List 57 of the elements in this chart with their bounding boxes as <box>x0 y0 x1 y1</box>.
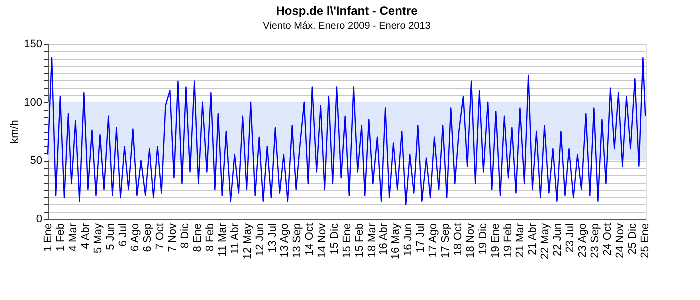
y-axis-title: km/h <box>9 120 22 144</box>
x-tick-label: 13 Ago <box>279 224 292 258</box>
x-tick-label: 13 Sep <box>292 224 304 258</box>
x-tick-label: 21 Mar <box>514 223 527 258</box>
x-tick-label: 4 Abr <box>80 223 92 250</box>
x-tick-label: 12 Jun <box>254 224 266 257</box>
y-tick-label: 50 <box>30 155 42 168</box>
x-tick-label: 23 Jul <box>564 224 577 253</box>
x-tick-label: 16 Abr <box>378 223 390 256</box>
x-tick-label: 4 Mar <box>67 223 80 252</box>
x-tick-label: 21 Abr <box>527 223 540 256</box>
x-tick-label: 6 Jul <box>117 224 130 247</box>
x-tick-label: 18 Nov <box>464 223 477 258</box>
x-tick-label: 11 Abr <box>229 223 242 254</box>
chart-subtitle: Viento Máx. Enero 2009 - Enero 2013 <box>263 21 432 32</box>
x-tick-label: 22 Jun <box>552 224 564 257</box>
x-tick-label: 23 Sep <box>589 224 602 258</box>
x-tick-label: 17 Sep <box>440 224 452 258</box>
y-tick-label: 0 <box>36 214 42 226</box>
x-tick-label: 15 Dic <box>329 223 342 255</box>
x-tick-label: 23 Ago <box>577 224 590 258</box>
x-tick-label: 25 Dic <box>626 223 639 255</box>
x-tick-label: 25 Ene <box>639 224 652 258</box>
x-tick-label: 1 Ene <box>42 224 54 252</box>
x-tick-label: 18 Oct <box>452 224 464 256</box>
x-tick-label: 16 Jun <box>402 224 415 257</box>
x-tick-label: 1 Feb <box>54 224 67 252</box>
y-tick-label: 150 <box>24 38 42 50</box>
x-tick-label: 24 Oct <box>602 224 614 256</box>
x-tick-label: 12 May <box>242 223 254 260</box>
x-tick-label: 18 Mar <box>366 223 378 258</box>
x-tick-label: 24 Nov <box>614 223 626 258</box>
line-series <box>47 57 646 206</box>
x-tick-label: 13 Jul <box>266 224 279 253</box>
x-tick-label: 8 Feb <box>204 224 216 252</box>
x-tick-label: 22 May <box>540 223 552 260</box>
x-tick-label: 17 Ago <box>428 224 440 258</box>
x-tick-label: 14 Oct <box>304 224 316 256</box>
x-tick-label: 19 Feb <box>502 224 514 258</box>
x-tick-label: 19 Ene <box>490 224 502 258</box>
y-tick-label: 100 <box>24 96 42 109</box>
x-tick-label: 5 Jun <box>104 224 117 250</box>
x-tick-label: 5 May <box>92 223 104 254</box>
x-tick-label: 15 Ene <box>342 224 354 258</box>
x-tick-label: 8 Dic <box>180 223 192 249</box>
x-tick-label: 6 Ago <box>130 224 142 252</box>
x-tick-label: 14 Nov <box>316 223 329 258</box>
x-tick-label: 6 Sep <box>142 224 154 252</box>
x-tick-label: 11 Mar <box>216 223 229 257</box>
x-tick-label: 7 Nov <box>167 223 180 252</box>
x-tick-label: 16 May <box>390 223 402 260</box>
x-tick-label: 8 Ene <box>192 224 204 252</box>
x-tick-label: 15 Feb <box>354 224 366 258</box>
x-tick-label: 7 Oct <box>154 224 167 250</box>
x-tick-label: 19 Dic <box>477 223 490 255</box>
x-tick-label: 17 Jul <box>415 224 428 253</box>
chart-title: Hosp.de l\'Infant - Centre <box>276 4 418 18</box>
